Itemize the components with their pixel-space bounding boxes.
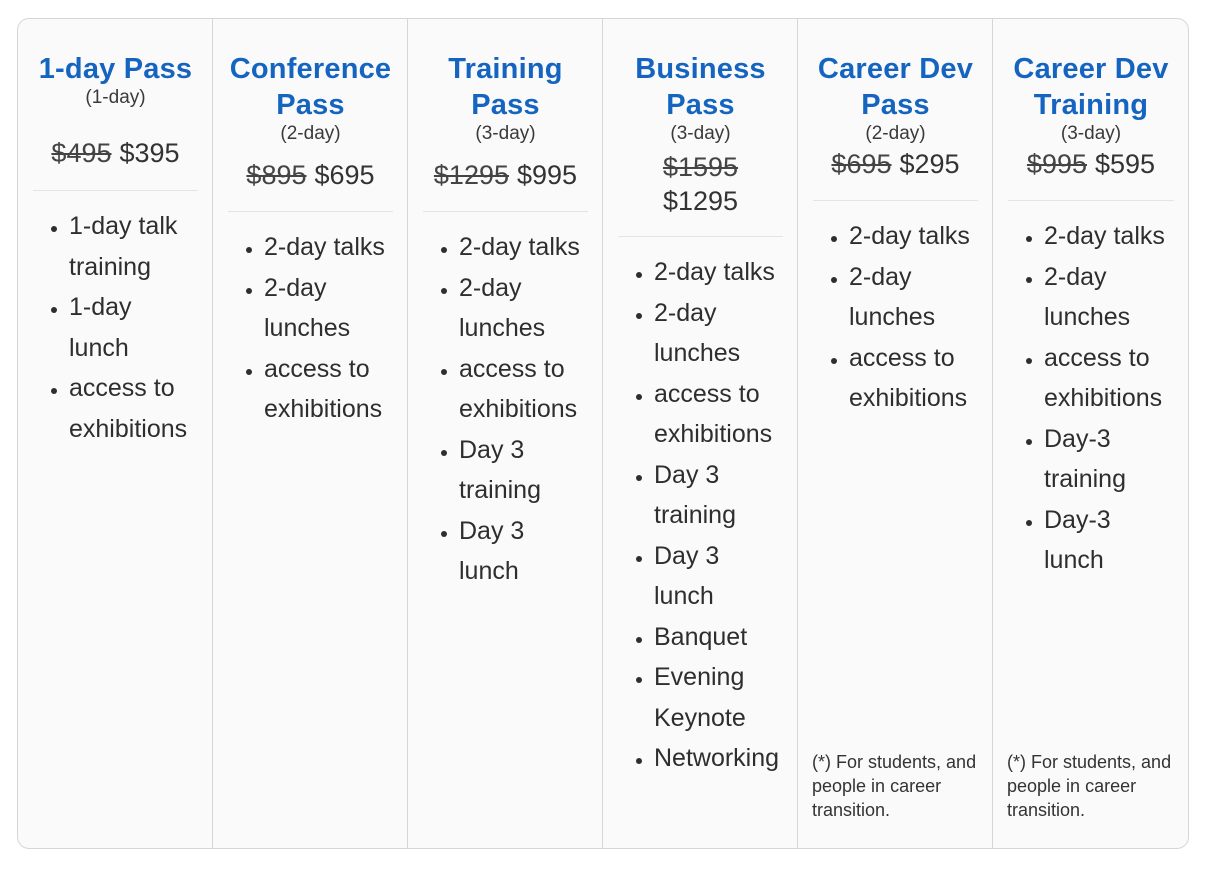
plan-duration: (3-day) bbox=[475, 123, 536, 144]
discounted-price: $1295 bbox=[662, 186, 739, 216]
feature-list: 2-day talks 2-day lunches access to exhi… bbox=[228, 227, 393, 430]
feature-list: 2-day talks 2-day lunches access to exhi… bbox=[813, 216, 978, 419]
feature-list: 2-day talks 2-day lunches access to exhi… bbox=[1008, 216, 1174, 581]
feature-item: 2-day lunches bbox=[1044, 257, 1174, 338]
plan-title: Conference Pass bbox=[229, 53, 392, 121]
plan-title: Career Dev Pass bbox=[817, 53, 974, 121]
feature-item: 2-day talks bbox=[459, 227, 588, 268]
plan-price: $895 $695 bbox=[228, 159, 393, 212]
discounted-price: $395 bbox=[119, 138, 180, 168]
feature-item: access to exhibitions bbox=[459, 349, 588, 430]
feature-item: 2-day lunches bbox=[264, 268, 393, 349]
original-price: $1595 bbox=[662, 152, 739, 182]
plan-card-career-dev-pass: Career Dev Pass (2-day) $695$295 2-day t… bbox=[798, 19, 993, 848]
feature-item: 2-day talks bbox=[849, 216, 978, 257]
feature-item: Evening Keynote bbox=[654, 657, 783, 738]
plan-price: $1595 $1295 bbox=[618, 150, 783, 237]
plan-duration: (1-day) bbox=[85, 87, 146, 108]
feature-item: Banquet bbox=[654, 617, 783, 658]
feature-item: Networking bbox=[654, 738, 783, 779]
feature-item: access to exhibitions bbox=[849, 338, 978, 419]
feature-item: 2-day lunches bbox=[849, 257, 978, 338]
original-price: $1295 bbox=[433, 160, 509, 190]
feature-item: Day 3 training bbox=[459, 430, 588, 511]
plan-card-training-pass: Training Pass (3-day) $1295 $995 2-day ta… bbox=[408, 19, 603, 848]
feature-list: 1-day talk training 1-day lunch access t… bbox=[33, 206, 198, 449]
plan-title: Business Pass bbox=[635, 53, 766, 121]
feature-item: 2-day lunches bbox=[459, 268, 588, 349]
feature-item: 2-day lunches bbox=[654, 293, 783, 374]
feature-item: 1-day lunch bbox=[69, 287, 198, 368]
discounted-price: $995 bbox=[517, 160, 578, 190]
plan-card-1-day-pass: 1-day Pass (1-day) $495$395 1-day talk t… bbox=[18, 19, 213, 848]
plan-price: $995 $595 bbox=[1008, 148, 1174, 201]
original-price: $695 bbox=[831, 149, 892, 179]
feature-item: 2-day talks bbox=[654, 252, 783, 293]
original-price: $495 bbox=[51, 138, 112, 168]
original-price: $995 bbox=[1026, 149, 1087, 179]
plan-card-business-pass: Business Pass (3-day) $1595 $1295 2-day … bbox=[603, 19, 798, 848]
discounted-price: $695 bbox=[314, 160, 375, 190]
plan-duration: (2-day) bbox=[280, 123, 341, 144]
feature-item: access to exhibitions bbox=[1044, 338, 1174, 419]
eligibility-footnote: (*) For students, and people in career t… bbox=[812, 752, 977, 820]
plan-duration: (3-day) bbox=[670, 123, 731, 144]
feature-item: 2-day talks bbox=[264, 227, 393, 268]
plan-duration: (2-day) bbox=[865, 123, 926, 144]
feature-item: Day 3 lunch bbox=[654, 536, 783, 617]
feature-item: access to exhibitions bbox=[69, 368, 198, 449]
feature-item: Day-3 lunch bbox=[1044, 500, 1174, 581]
feature-item: 2-day talks bbox=[1044, 216, 1174, 257]
feature-item: Day 3 training bbox=[654, 455, 783, 536]
discounted-price: $295 bbox=[899, 149, 960, 179]
eligibility-footnote: (*) For students, and people in career t… bbox=[1007, 752, 1172, 820]
original-price: $895 bbox=[246, 160, 307, 190]
plan-card-career-dev-training: Career Dev Training (3-day) $995 $595 2-d… bbox=[993, 19, 1188, 848]
discounted-price: $595 bbox=[1095, 149, 1156, 179]
plan-price: $495 $395 bbox=[33, 137, 198, 191]
plan-card-conference-pass: Conference Pass (2-day) $895$695 2-day t… bbox=[213, 19, 408, 848]
feature-list: 2-day talks 2-day lunches access to exhi… bbox=[423, 227, 588, 592]
plan-title: Training Pass bbox=[448, 53, 563, 121]
plan-price: $1295 $995 bbox=[423, 159, 588, 212]
feature-item: access to exhibitions bbox=[264, 349, 393, 430]
pricing-table: 1-day Pass (1-day) $495$395 1-day talk t… bbox=[17, 18, 1189, 849]
feature-item: 1-day talk training bbox=[69, 206, 198, 287]
plan-duration: (3-day) bbox=[1060, 123, 1122, 144]
feature-list: 2-day talks 2-day lunches access to exhi… bbox=[618, 252, 783, 779]
plan-title: Career Dev Training bbox=[1013, 53, 1169, 121]
plan-title: 1-day Pass bbox=[38, 53, 193, 85]
feature-item: Day 3 lunch bbox=[459, 511, 588, 592]
feature-item: access to exhibitions bbox=[654, 374, 783, 455]
feature-item: Day-3 training bbox=[1044, 419, 1174, 500]
plan-price: $695 $295 bbox=[813, 148, 978, 201]
